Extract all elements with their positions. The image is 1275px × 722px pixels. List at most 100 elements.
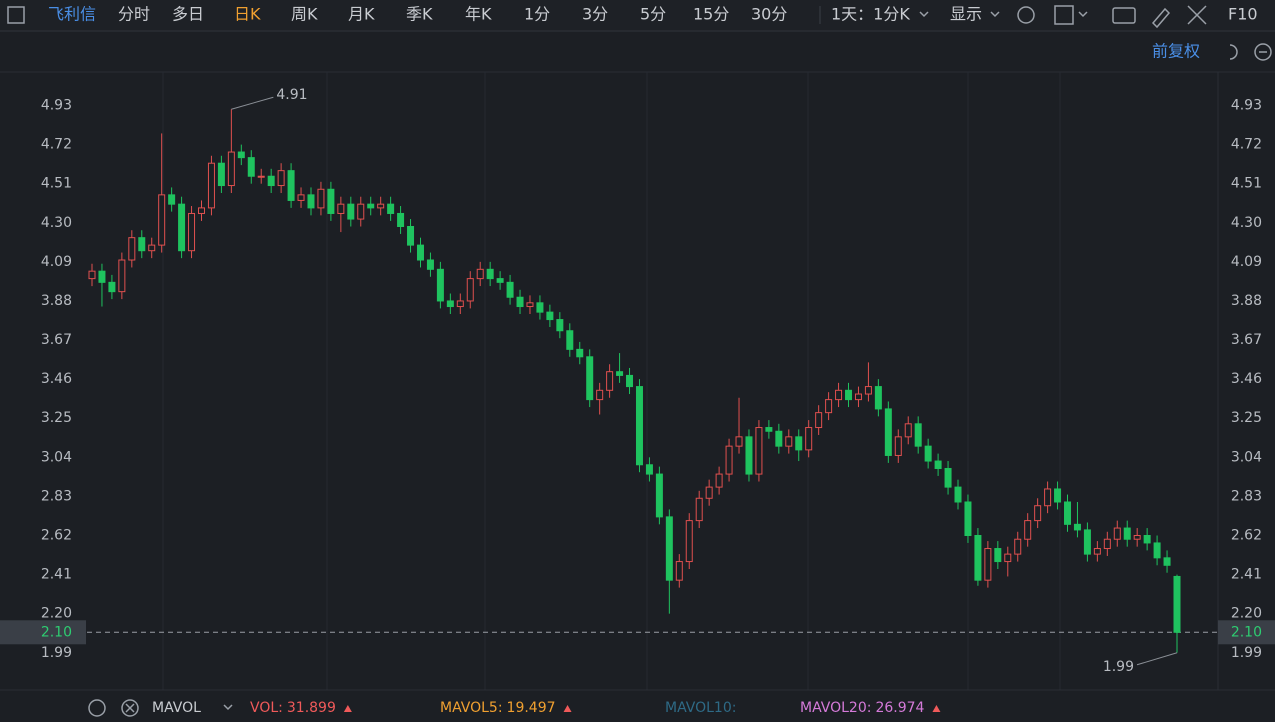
candle-body [446,300,454,308]
y-tick-label: 3.04 [41,449,72,465]
zoom-out-icon[interactable] [1254,43,1272,61]
checkbox-icon[interactable] [1054,5,1074,25]
y-tick-label: 3.46 [1231,371,1262,387]
y-tick-label: 3.46 [41,371,72,387]
candle-body [426,259,434,270]
settings-icon[interactable] [88,699,106,717]
candle-body [695,497,703,522]
candle-body [1173,575,1181,633]
chevron [990,11,1000,18]
candle-body [805,427,813,451]
period-tab[interactable]: 5分 [640,5,666,24]
period-tab[interactable]: 月K [348,5,375,24]
candle-body [118,259,126,293]
candle-body [974,535,982,581]
candle-body [98,270,106,283]
last-price-tag [0,620,86,645]
settings-icon[interactable] [1017,6,1035,24]
period-select[interactable]: 1天：1分K [831,5,910,24]
candle-body [138,237,146,252]
pen-icon[interactable] [1151,7,1171,29]
candle-body [88,270,96,280]
candle-body [1024,520,1032,540]
candle-body [546,311,554,321]
candle-body [864,386,872,395]
candle-body [168,194,176,205]
candle-body [1054,488,1062,503]
candle-body [1014,538,1022,555]
last-price-tag [1218,620,1275,645]
candle-body [795,436,803,451]
candle-body [128,237,136,261]
candle-body [606,371,614,391]
candle-body [645,464,653,475]
adjust-mode[interactable]: 前复权 [1152,42,1200,61]
candle-body [964,501,972,537]
period-tab[interactable]: 30分 [751,5,787,24]
y-tick-label: 2.62 [1231,528,1262,544]
period-tab[interactable]: 周K [291,5,318,24]
indicator-name: MAVOL5: [440,700,503,716]
candle-body [1073,523,1081,531]
period-tab[interactable]: 分时 [118,5,150,24]
stock-name[interactable]: 飞利信 [48,5,96,24]
candle-body [675,561,683,581]
candle-body [327,188,335,214]
candle-body [1133,535,1141,540]
y-tick-label: 3.88 [41,293,72,309]
trend-arrow [563,705,572,712]
indicator-value: 31.899 [287,700,336,716]
period-tab[interactable]: 多日 [172,5,204,24]
y-tick-label: 2.62 [41,528,72,544]
candle-body [367,203,375,209]
period-tab[interactable]: 季K [406,5,433,24]
indicator-select[interactable]: MAVOL [152,700,201,716]
candle-body [1044,488,1052,507]
candle-body [934,460,942,469]
candle-body [944,467,952,488]
period-tab[interactable]: 日K [234,5,261,24]
candle-body [207,162,215,209]
candle-body [665,516,673,581]
period-tab[interactable]: 年K [465,5,492,24]
y-tick-label: 2.83 [41,488,72,504]
candle-body [894,436,902,456]
candle-body [287,170,295,201]
y-tick-label: 4.30 [1231,215,1262,231]
period-tab[interactable]: 3分 [582,5,608,24]
close-icon [125,703,135,713]
candle-body [377,203,385,209]
candle-body [227,151,235,187]
y-tick-label: 4.09 [1231,254,1262,270]
display-menu[interactable]: 显示 [950,5,982,24]
sidebar-toggle[interactable] [7,6,25,24]
period-tabs: 分时 多日 日K 周K 月K 季K 年K 1分 3分 5分 15分 30分 [118,5,787,24]
date-grid [162,72,1061,690]
period-tab[interactable]: 15分 [693,5,729,24]
candle-body [526,302,534,308]
candle-body [954,486,962,503]
candle-body [1123,527,1131,540]
fullscreen-icon[interactable] [1187,5,1207,25]
period-tab[interactable]: 1分 [524,5,550,24]
last-price-label: 2.10 [41,624,72,640]
candle-body [407,226,415,246]
candle-body [1093,548,1101,555]
candle-body [815,412,823,429]
y-tick-label: 1.99 [1231,645,1262,661]
trend-arrow [343,705,352,712]
candle-body [178,203,186,252]
indicator-value: 26.974 [875,700,924,716]
close-icon[interactable] [121,699,139,717]
candle-body [1083,529,1091,555]
indicator-name: MAVOL20: [800,700,871,716]
annotation-leader [231,96,274,110]
candle-body [984,548,992,581]
candle-body [1163,557,1171,566]
candle-body [845,389,853,401]
f10-button[interactable]: F10 [1228,5,1258,24]
reset-icon[interactable] [1229,44,1238,60]
camera-icon[interactable] [1112,7,1136,24]
